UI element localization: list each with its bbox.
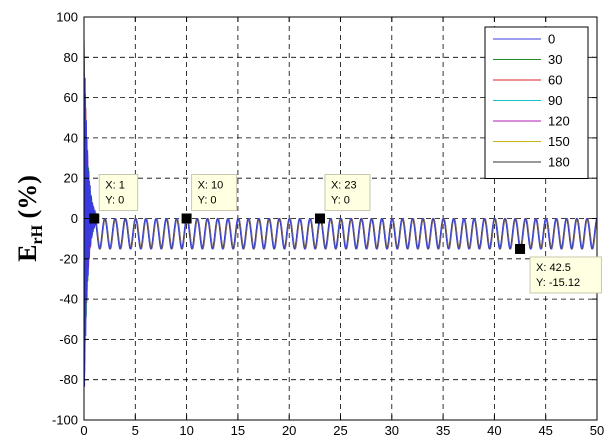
y-tick-label: 100 [56,10,78,25]
legend-label: 120 [548,114,570,129]
legend-entry-30: 30 [493,52,562,67]
y-tick-label: -60 [59,332,78,347]
legend-entry-120: 120 [493,114,570,129]
x-tick-label: 50 [590,423,604,438]
y-tick-label: -20 [59,251,78,266]
y-tick-label: 80 [64,50,78,65]
y-tick-label: -100 [52,413,78,428]
y-tick-label: 0 [71,211,78,226]
data-tip-y: Y: 0 [105,195,124,207]
data-tip: X: 1 Y: 0 [89,174,139,224]
x-tick-label: 35 [436,423,450,438]
data-tip-y: Y: -15.12 [536,277,580,289]
x-tick-label: 25 [333,423,347,438]
legend-entry-60: 60 [493,73,562,88]
data-tip-x: X: 23 [331,180,357,192]
data-tip-box [191,174,238,211]
legend-label: 150 [548,134,570,149]
series-lines [84,17,597,387]
legend-label: 30 [548,52,562,67]
series-line-0 [84,17,597,387]
legend-entry-0: 0 [493,32,555,47]
x-tick-label: 5 [132,423,139,438]
data-tip-box [324,174,371,211]
data-tip-x: X: 10 [198,180,224,192]
data-tip-marker [89,213,100,224]
legend-entry-90: 90 [493,93,562,108]
axis-ticks [83,16,598,421]
data-tip-marker [515,243,526,254]
legend-entry-180: 180 [493,155,570,170]
data-tip-x: X: 42.5 [536,262,571,274]
x-tick-label: 40 [487,423,501,438]
y-tick-label: -80 [59,372,78,387]
x-tick-label: 15 [231,423,245,438]
data-tip-y: Y: 0 [198,195,217,207]
legend-label: 60 [548,73,562,88]
x-tick-label: 10 [179,423,193,438]
data-tip-box [98,174,139,211]
y-tick-label: 60 [64,90,78,105]
data-tip-y: Y: 0 [331,195,350,207]
data-tip: X: 23 Y: 0 [314,174,371,224]
y-tick-label: 40 [64,130,78,145]
y-axis-title: ErH (%) [13,175,46,262]
y-tick-label: -40 [59,292,78,307]
data-tip-marker [314,213,325,224]
data-tip-marker [181,213,192,224]
tick-labels: 0 5 10 15 20 25 30 35 40 45 50 -100 -80 -60 -40 -20 0 20 4… [52,10,604,439]
legend-box [484,26,589,179]
data-tip: X: 42.5 Y: -15.12 [515,243,602,294]
y-axis-label: ErH (%) [13,175,46,262]
legend: 0 30 60 90 120 150 180 [484,26,589,179]
x-tick-label: 30 [385,423,399,438]
legend-label: 0 [548,32,555,47]
y-tick-label: 20 [64,171,78,186]
x-tick-label: 45 [538,423,552,438]
x-tick-label: 0 [80,423,87,438]
data-tip-box [529,256,602,294]
data-tip: X: 10 Y: 0 [181,174,238,224]
legend-entry-150: 150 [493,134,570,149]
legend-label: 180 [548,155,570,170]
data-tips: X: 1 Y: 0 X: 10 Y: 0 X: 23 Y: 0 X: 42.5 Y: -15.… [89,174,602,294]
data-tip-x: X: 1 [105,180,125,192]
x-tick-label: 20 [282,423,296,438]
legend-label: 90 [548,93,562,108]
